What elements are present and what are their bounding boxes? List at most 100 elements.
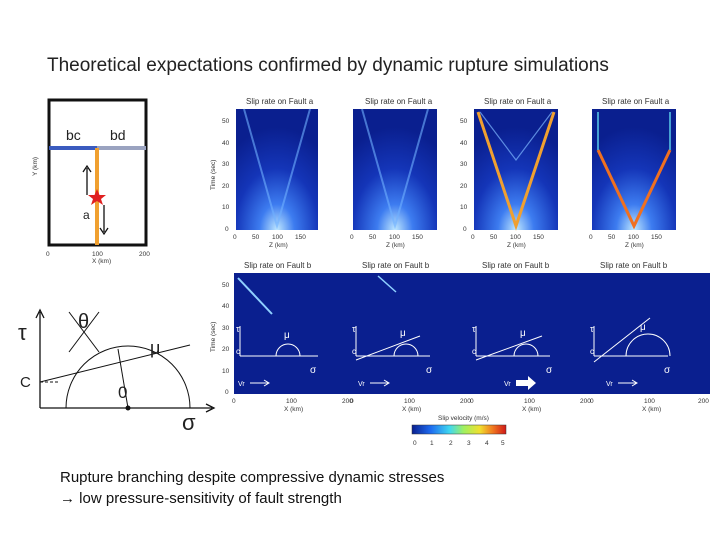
x-tick-100: 100 [272,234,283,241]
x-axis-label: Z (km) [507,242,526,249]
colorbar-tick-4: 4 [485,440,489,447]
x-tick-0: 0 [470,398,474,405]
y-tick-30: 30 [222,325,230,332]
sigma-arrow-icon [205,403,216,413]
x-axis-label: Z (km) [386,242,405,249]
x-tick-100: 100 [286,398,297,405]
plane-line-2 [68,311,100,353]
zero-label: 0 [118,383,127,402]
top-panel-2: Slip rate on Fault a 0 50 100 150 Z (km) [350,97,437,249]
y-tick-20: 20 [222,346,230,353]
x-axis-label: X (km) [402,406,421,413]
bottom-panel-3-title: Slip rate on Fault b [482,261,550,270]
inset-tau: τ [236,324,240,334]
x-tick-150: 150 [295,234,306,241]
radius-line [117,348,129,409]
x-tick-0: 0 [350,234,354,241]
x-axis-label: Z (km) [625,242,644,249]
arrow-up-icon [82,164,92,195]
y-axis-label: Time (sec) [210,160,217,190]
arrow-down-icon [99,205,109,236]
bottom-row-panels: Slip rate on Fault b 50 40 30 20 10 0 Ti… [210,261,710,413]
top-panel-4: Slip rate on Fault a 0 50 100 150 Z (km) [589,97,676,249]
x-axis-label: X (km) [92,258,111,265]
x-tick-50: 50 [608,234,616,241]
cohesion-label: C [20,374,31,391]
inset-mu: μ [640,322,646,333]
front-tails [597,112,671,150]
x-tick-50: 50 [490,234,498,241]
inset-mu: μ [284,330,290,341]
top-panel-2-title: Slip rate on Fault a [365,97,433,106]
heatmap [352,273,472,394]
top-panel-3: Slip rate on Fault a 50 40 30 20 10 0 0 … [460,97,558,249]
x-axis-label: Z (km) [269,242,288,249]
x-tick-100: 100 [628,234,639,241]
label-bd: bd [110,127,126,143]
colorbar: Slip velocity (m/s) 0 1 2 3 4 5 [411,415,507,447]
y-tick-10: 10 [222,368,230,375]
inset-sigma: σ [426,365,433,376]
x-tick-200: 200 [460,398,471,405]
rupture-front [243,108,311,230]
heatmap [474,109,558,230]
bottom-panel-1: Slip rate on Fault b 50 40 30 20 10 0 Ti… [210,261,354,413]
label-bc: bc [66,127,81,143]
x-tick-100: 100 [644,398,655,405]
y-axis-label: Time (sec) [210,322,217,352]
inset-c: c [472,347,476,356]
x-tick-0: 0 [589,234,593,241]
x-tick-150: 150 [651,234,662,241]
mohr-circle [65,345,191,409]
y-tick-10: 10 [222,204,230,211]
bottom-panel-2: Slip rate on Fault b τ μ c σ Vr 0 100 20… [350,261,472,413]
bottom-panel-2-title: Slip rate on Fault b [362,261,430,270]
inset-tau: τ [352,324,356,334]
colorbar-tick-1: 1 [430,440,434,447]
colorbar-tick-5: 5 [501,440,505,447]
x-axis-label: X (km) [522,406,541,413]
sigma-label: σ [182,410,196,435]
y-tick-20: 20 [460,183,468,190]
stress-inset [239,326,318,387]
x-tick-100: 100 [389,234,400,241]
tau-arrow-icon [35,308,45,319]
fault-geometry-panel: bc bd a 0 100 200 X (km) Y (km) [32,98,150,265]
top-panel-4-title: Slip rate on Fault a [602,97,670,106]
caption-line-2-text: low pressure-sensitivity of fault streng… [79,490,342,507]
colorbar-tick-3: 3 [467,440,471,447]
x-tick-50: 50 [369,234,377,241]
y-tick-40: 40 [222,303,230,310]
heatmap [234,273,354,394]
colorbar-tick-0: 0 [413,440,417,447]
mohr-diagram-panel: τ σ θ μ C 0 [18,308,216,435]
inset-c: c [590,347,594,356]
failure-envelope [39,344,191,383]
y-tick-0: 0 [463,226,467,233]
bottom-panel-1-title: Slip rate on Fault b [244,261,312,270]
inset-sigma: σ [310,365,317,376]
x-tick-0: 0 [590,398,594,405]
x-tick-0: 0 [350,398,354,405]
heatmap [590,273,710,394]
inset-vr: Vr [238,381,245,388]
y-tick-20: 20 [222,183,230,190]
x-tick-0: 0 [232,398,236,405]
colorbar-gradient [411,424,507,435]
inset-tau: τ [472,324,476,334]
branch-streak [237,277,273,315]
reflected-front [479,111,553,161]
top-panel-3-title: Slip rate on Fault a [484,97,552,106]
y-tick-40: 40 [460,140,468,147]
top-panel-1-title: Slip rate on Fault a [246,97,314,106]
y-tick-50: 50 [460,118,468,125]
bottom-panel-3: Slip rate on Fault b τ μ c σ Vr 0 100 20… [470,261,592,413]
heatmap [592,109,676,230]
y-tick-30: 30 [460,161,468,168]
top-row-panels: Slip rate on Fault a 50 40 30 20 10 0 Ti… [210,97,676,249]
y-tick-10: 10 [460,204,468,211]
y-tick-50: 50 [222,118,230,125]
x-axis-label: X (km) [284,406,303,413]
caption-line-2: → low pressure-sensitivity of fault stre… [60,488,444,509]
